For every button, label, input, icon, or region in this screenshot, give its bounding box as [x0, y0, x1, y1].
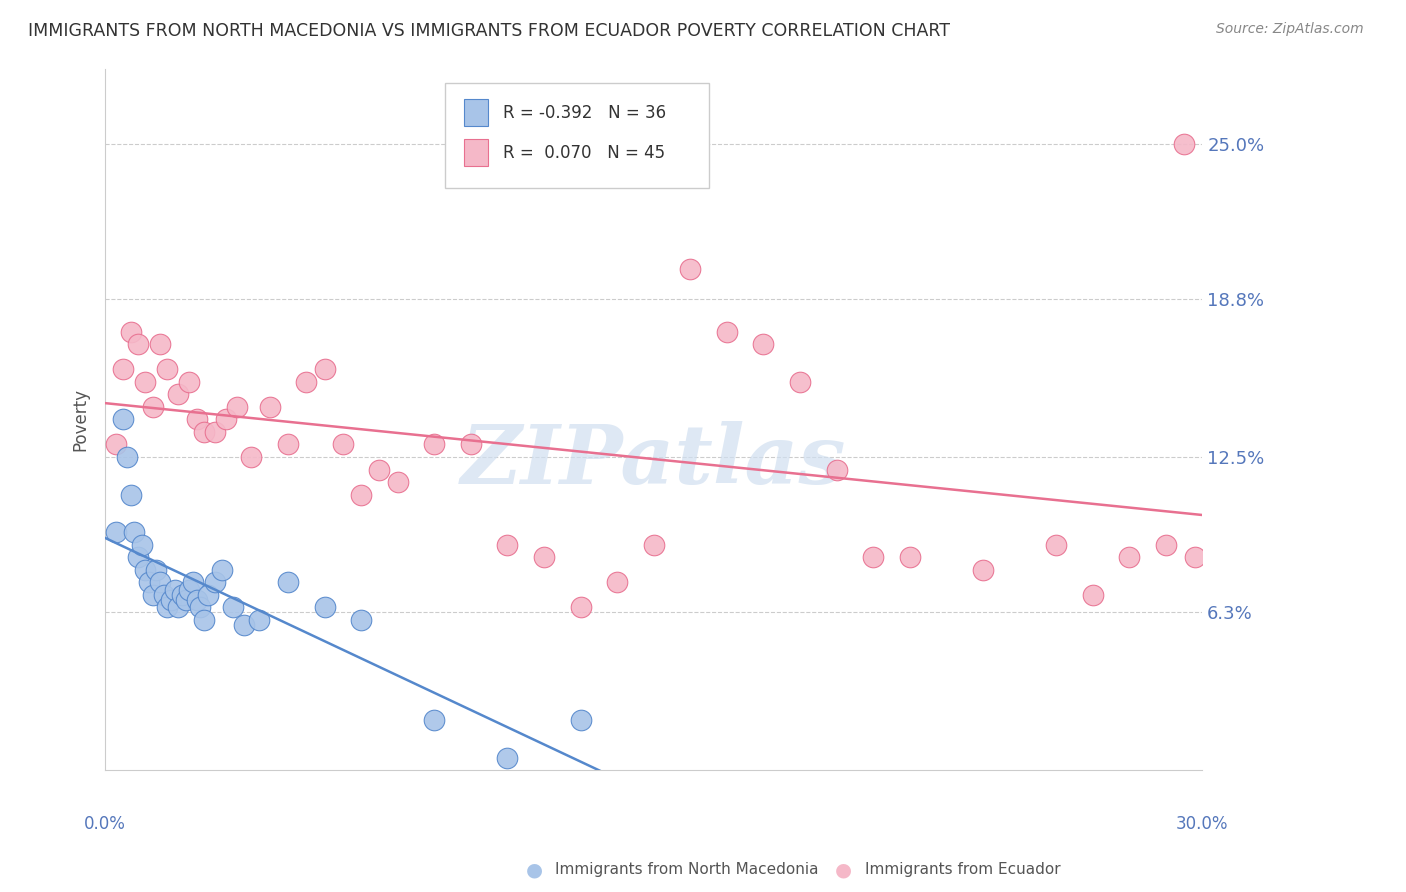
Bar	[464, 139, 488, 166]
Point	[179, 582, 201, 597]
Point	[1045, 538, 1067, 552]
Point	[204, 425, 226, 439]
Point	[643, 538, 665, 552]
Point	[105, 437, 128, 451]
Point	[193, 613, 215, 627]
FancyBboxPatch shape	[446, 83, 709, 188]
Point	[1173, 136, 1195, 151]
Point	[606, 575, 628, 590]
Point	[716, 325, 738, 339]
Text: ●: ●	[835, 860, 852, 880]
Point	[112, 412, 135, 426]
Point	[898, 550, 921, 565]
Text: 30.0%: 30.0%	[1175, 815, 1229, 833]
Point	[222, 600, 245, 615]
Point	[156, 362, 179, 376]
Point	[186, 592, 208, 607]
Point	[211, 563, 233, 577]
Text: Immigrants from North Macedonia: Immigrants from North Macedonia	[555, 863, 818, 877]
Point	[204, 575, 226, 590]
Point	[134, 375, 156, 389]
Point	[496, 538, 519, 552]
Point	[197, 588, 219, 602]
Point	[156, 600, 179, 615]
Point	[225, 400, 247, 414]
Point	[170, 588, 193, 602]
Point	[789, 375, 811, 389]
Point	[142, 588, 165, 602]
Point	[145, 563, 167, 577]
Point	[174, 592, 197, 607]
Point	[368, 462, 391, 476]
Text: R =  0.070   N = 45: R = 0.070 N = 45	[503, 144, 665, 161]
Point	[423, 713, 446, 727]
Point	[233, 618, 256, 632]
Point	[1154, 538, 1177, 552]
Point	[124, 525, 146, 540]
Point	[134, 563, 156, 577]
Point	[332, 437, 354, 451]
Point	[120, 325, 142, 339]
Point	[152, 588, 174, 602]
Point	[115, 450, 138, 464]
Point	[149, 337, 172, 351]
Point	[247, 613, 270, 627]
Text: 0.0%: 0.0%	[84, 815, 127, 833]
Point	[496, 750, 519, 764]
Point	[127, 550, 149, 565]
Point	[569, 713, 592, 727]
Point	[186, 412, 208, 426]
Bar	[464, 99, 488, 126]
Point	[423, 437, 446, 451]
Point	[112, 362, 135, 376]
Y-axis label: Poverty: Poverty	[72, 388, 89, 450]
Point	[277, 575, 299, 590]
Point	[131, 538, 153, 552]
Point	[160, 592, 183, 607]
Point	[167, 600, 190, 615]
Point	[295, 375, 318, 389]
Point	[1184, 550, 1206, 565]
Text: ZIPatlas: ZIPatlas	[461, 422, 846, 501]
Point	[181, 575, 204, 590]
Point	[314, 362, 336, 376]
Text: IMMIGRANTS FROM NORTH MACEDONIA VS IMMIGRANTS FROM ECUADOR POVERTY CORRELATION C: IMMIGRANTS FROM NORTH MACEDONIA VS IMMIG…	[28, 22, 950, 40]
Point	[193, 425, 215, 439]
Point	[314, 600, 336, 615]
Point	[188, 600, 211, 615]
Point	[569, 600, 592, 615]
Point	[142, 400, 165, 414]
Point	[350, 487, 373, 501]
Point	[752, 337, 775, 351]
Point	[179, 375, 201, 389]
Point	[679, 262, 702, 277]
Text: ●: ●	[526, 860, 543, 880]
Point	[240, 450, 263, 464]
Point	[387, 475, 409, 489]
Point	[138, 575, 160, 590]
Point	[1081, 588, 1104, 602]
Point	[1118, 550, 1140, 565]
Point	[533, 550, 555, 565]
Point	[350, 613, 373, 627]
Point	[825, 462, 848, 476]
Point	[972, 563, 994, 577]
Text: Source: ZipAtlas.com: Source: ZipAtlas.com	[1216, 22, 1364, 37]
Point	[127, 337, 149, 351]
Point	[460, 437, 482, 451]
Text: R = -0.392   N = 36: R = -0.392 N = 36	[503, 103, 666, 121]
Text: Immigrants from Ecuador: Immigrants from Ecuador	[865, 863, 1060, 877]
Point	[215, 412, 238, 426]
Point	[105, 525, 128, 540]
Point	[259, 400, 281, 414]
Point	[862, 550, 884, 565]
Point	[149, 575, 172, 590]
Point	[120, 487, 142, 501]
Point	[277, 437, 299, 451]
Point	[167, 387, 190, 401]
Point	[163, 582, 186, 597]
